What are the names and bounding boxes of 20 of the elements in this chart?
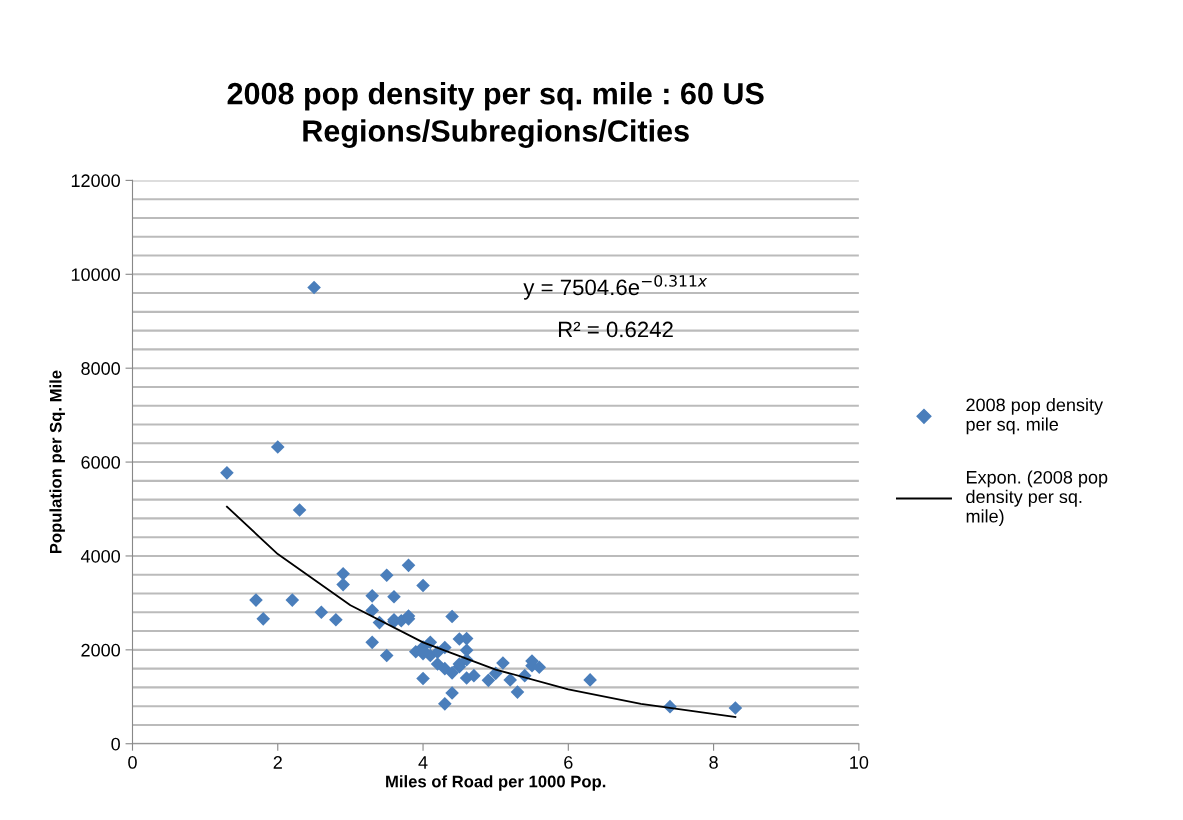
- y-tick-label: 4000: [80, 549, 120, 563]
- annotation: R² = 0.6242: [558, 321, 673, 338]
- y-tick-label: 6000: [81, 456, 120, 469]
- x-axis-title: Miles of Road per 1000 Pop.: [386, 775, 606, 791]
- x-tick-label: 8: [709, 756, 718, 769]
- x-tick-label: 2: [273, 756, 282, 769]
- x-tick-label: 10: [850, 756, 869, 769]
- legend-label: Expon. (2008 pop density per sq. mile): [966, 470, 1108, 527]
- y-tick-label: 8000: [81, 362, 120, 375]
- x-tick-label: 4: [418, 756, 428, 769]
- annotation: y = 7504.6e$^{−0.311x}$: [523, 274, 708, 300]
- y-tick-label: 2000: [81, 643, 120, 657]
- chart-title: 2008 pop density per sq. mile : 60 US Regions/Subregions/Cities: [227, 82, 764, 148]
- x-tick-label: 0: [128, 756, 137, 769]
- y-axis-title: Population per Sq. Mile: [49, 370, 65, 554]
- x-tick-label: 6: [564, 756, 573, 769]
- legend-label: 2008 pop density per sq. mile: [966, 398, 1104, 435]
- y-tick-label: 12000: [71, 174, 120, 188]
- y-tick-label: 0: [111, 737, 120, 751]
- y-tick-label: 10000: [71, 268, 120, 282]
